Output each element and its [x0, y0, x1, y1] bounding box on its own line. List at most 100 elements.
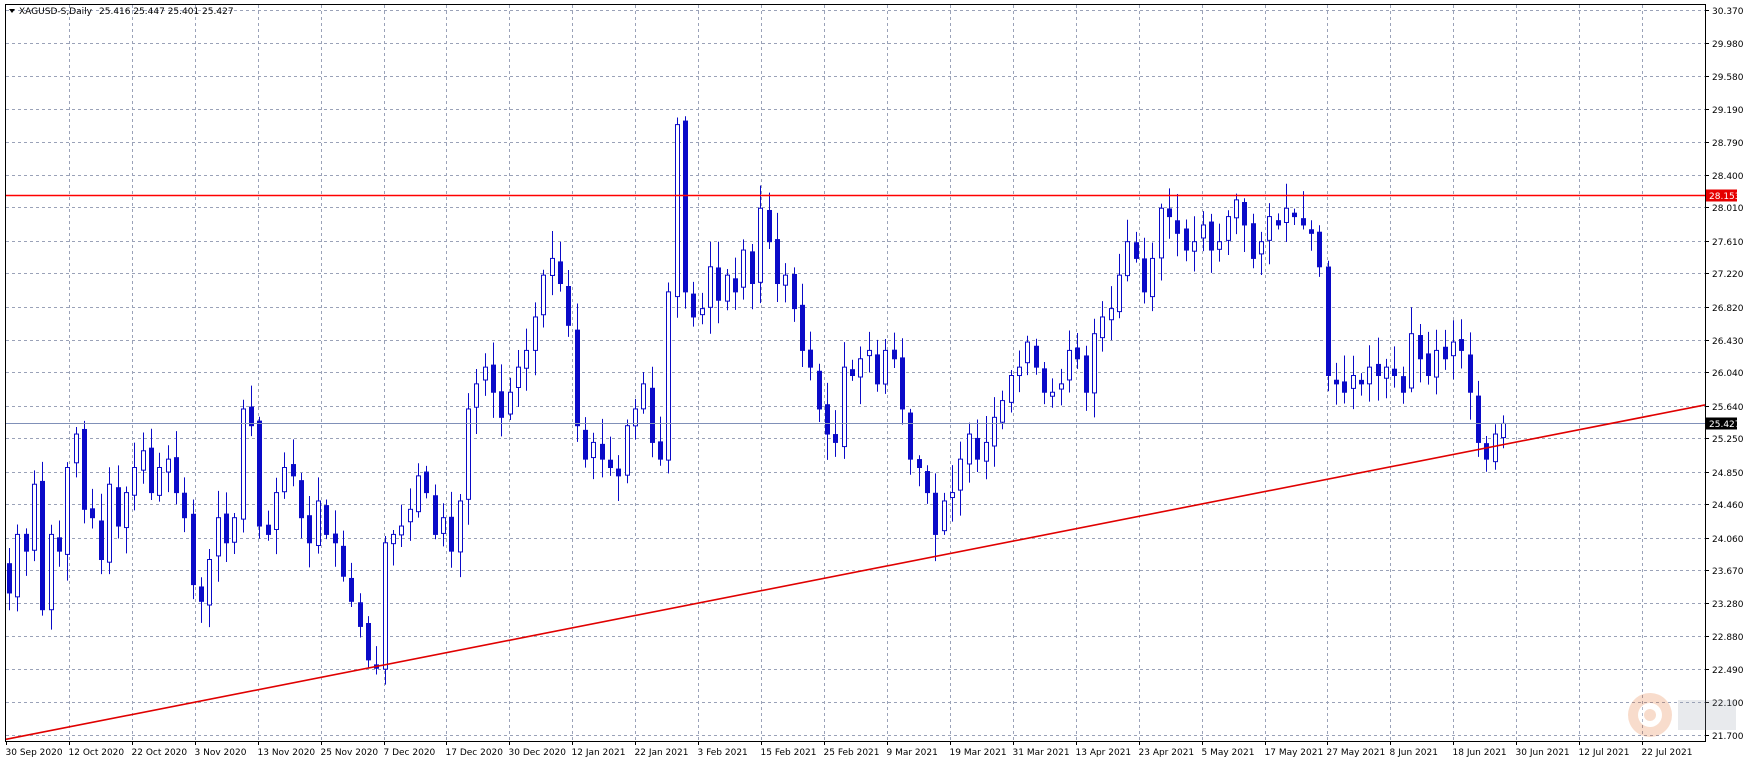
candle-bearish	[575, 329, 580, 427]
resistance-price-badge: 28.153	[1706, 189, 1741, 202]
candle-bearish	[825, 404, 830, 435]
y-tick-label: 26.430	[1712, 337, 1743, 347]
candle-bullish	[15, 533, 20, 598]
candle-bearish	[1459, 339, 1464, 351]
candle-bullish	[700, 308, 705, 316]
candle-bearish	[1484, 443, 1489, 460]
candle-bullish	[1384, 366, 1389, 379]
candle-bullish	[1067, 349, 1072, 381]
candle-bearish	[257, 420, 262, 527]
x-tick-label: 30 Sep 2020	[6, 748, 63, 758]
y-tick-label: 28.400	[1712, 172, 1743, 182]
candle-bearish	[291, 464, 296, 477]
candle-bullish	[641, 383, 646, 410]
candle-bearish	[900, 357, 905, 410]
x-tick-label: 22 Jul 2021	[1642, 748, 1693, 758]
time-axis: 30 Sep 2020 12 Oct 2020 22 Oct 2020 3 Nov 2…	[6, 741, 1693, 758]
y-tick-label: 27.220	[1712, 270, 1743, 280]
candle-bearish	[808, 349, 813, 368]
candle-bullish	[232, 517, 237, 543]
y-tick-label: 23.670	[1712, 567, 1743, 577]
candles	[7, 116, 1506, 685]
y-tick-label: 21.700	[1712, 732, 1743, 742]
x-tick-label: 23 Apr 2021	[1139, 748, 1195, 758]
x-tick-label: 7 Dec 2020	[384, 748, 436, 758]
candle-bullish	[408, 508, 413, 523]
candle-bullish	[483, 366, 488, 381]
y-tick-label: 22.100	[1712, 699, 1743, 709]
candle-bearish	[833, 434, 838, 443]
candle-bearish	[1334, 379, 1339, 385]
candle-bearish	[424, 471, 429, 494]
y-tick-label: 23.280	[1712, 600, 1743, 610]
candle-bearish	[892, 349, 897, 360]
candle-bearish	[733, 278, 738, 293]
x-tick-label: 31 Mar 2021	[1013, 748, 1070, 758]
x-tick-label: 9 Mar 2021	[887, 748, 938, 758]
x-tick-label: 17 May 2021	[1265, 748, 1324, 758]
candle-bearish	[1142, 258, 1147, 293]
candle-bullish	[441, 517, 446, 534]
candle-bearish	[716, 267, 721, 301]
x-tick-label: 25 Feb 2021	[824, 748, 880, 758]
candle-bearish	[249, 406, 254, 427]
candle-bearish	[40, 480, 45, 611]
candle-bearish	[975, 437, 980, 460]
candle-bullish	[625, 425, 630, 476]
candle-bearish	[1309, 229, 1314, 234]
candle-bearish	[499, 391, 504, 418]
candle-bullish	[1159, 207, 1164, 259]
candle-bullish	[391, 533, 396, 545]
candle-bullish	[533, 316, 538, 351]
candle-bearish	[875, 354, 880, 385]
candle-bearish	[1242, 201, 1247, 226]
candle-bearish	[1134, 242, 1139, 259]
candle-bearish	[750, 251, 755, 285]
y-tick-label: 30.370	[1712, 7, 1743, 17]
candle-bullish	[207, 559, 212, 606]
candle-bullish	[633, 408, 638, 427]
candle-bearish	[1184, 228, 1189, 251]
candle-bearish	[1426, 353, 1431, 377]
symbol-timeframe: XAGUSD-S,Daily	[19, 7, 93, 17]
candle-bearish	[57, 537, 62, 552]
candle-bullish	[967, 433, 972, 465]
candle-bearish	[358, 602, 363, 627]
candle-bullish	[474, 383, 479, 408]
y-tick-label: 24.460	[1712, 501, 1743, 511]
candle-bearish	[1301, 218, 1306, 226]
dropdown-arrow-icon[interactable]	[9, 9, 15, 13]
y-tick-label: 25.640	[1712, 403, 1743, 413]
candle-bullish	[883, 349, 888, 385]
candle-bullish	[132, 467, 137, 496]
x-tick-label: 18 Jun 2021	[1453, 748, 1507, 758]
candle-bearish	[1276, 220, 1281, 226]
candle-bullish	[1100, 316, 1105, 339]
candle-bearish	[767, 209, 772, 243]
candle-bullish	[1434, 349, 1439, 378]
candle-bearish	[683, 120, 688, 293]
candle-bullish	[1017, 366, 1022, 377]
current-price-badge: 25.427	[1706, 417, 1741, 430]
x-tick-label: 25 Nov 2020	[321, 748, 379, 758]
candle-bullish	[1259, 241, 1264, 255]
y-tick-label: 24.850	[1712, 469, 1743, 479]
x-tick-label: 5 May 2021	[1202, 748, 1255, 758]
y-tick-label: 29.190	[1712, 106, 1743, 116]
candle-bullish	[741, 249, 746, 288]
candle-bearish	[1042, 368, 1047, 393]
candle-bearish	[349, 577, 354, 602]
candle-bullish	[141, 450, 146, 471]
candle-bearish	[82, 428, 87, 510]
candle-bearish	[658, 441, 663, 460]
y-tick-label: 29.580	[1712, 73, 1743, 83]
candle-bearish	[817, 370, 822, 410]
x-tick-label: 15 Feb 2021	[761, 748, 817, 758]
candle-bullish	[1226, 216, 1231, 241]
candle-bearish	[558, 261, 563, 285]
candle-bullish	[1367, 366, 1372, 385]
resistance-price-text: 28.153	[1709, 192, 1741, 202]
candle-bullish	[1234, 199, 1239, 219]
candle-bearish	[116, 487, 121, 527]
